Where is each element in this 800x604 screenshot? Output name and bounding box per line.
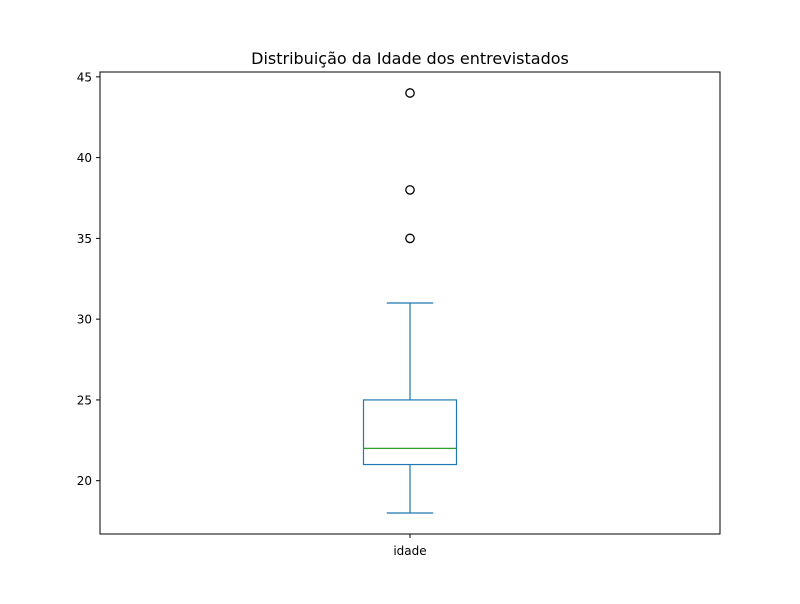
outlier-point xyxy=(405,233,415,244)
y-tick-label: 20 xyxy=(77,474,92,488)
outlier-point xyxy=(405,185,415,195)
boxes xyxy=(362,88,458,514)
plot-frame xyxy=(99,71,721,535)
chart-title: Distribuição da Idade dos entrevistados xyxy=(251,49,569,68)
y-tick-label: 35 xyxy=(77,232,92,246)
axes: 20 25 30 35 40 45 idade xyxy=(77,70,427,558)
x-tick-label: idade xyxy=(393,544,426,558)
iqr-box xyxy=(362,399,458,466)
outlier-point xyxy=(405,88,415,98)
y-tick-label: 30 xyxy=(77,313,92,327)
y-tick-label: 25 xyxy=(77,393,92,407)
y-tick-label: 45 xyxy=(77,70,92,84)
y-tick-label: 40 xyxy=(77,151,92,165)
